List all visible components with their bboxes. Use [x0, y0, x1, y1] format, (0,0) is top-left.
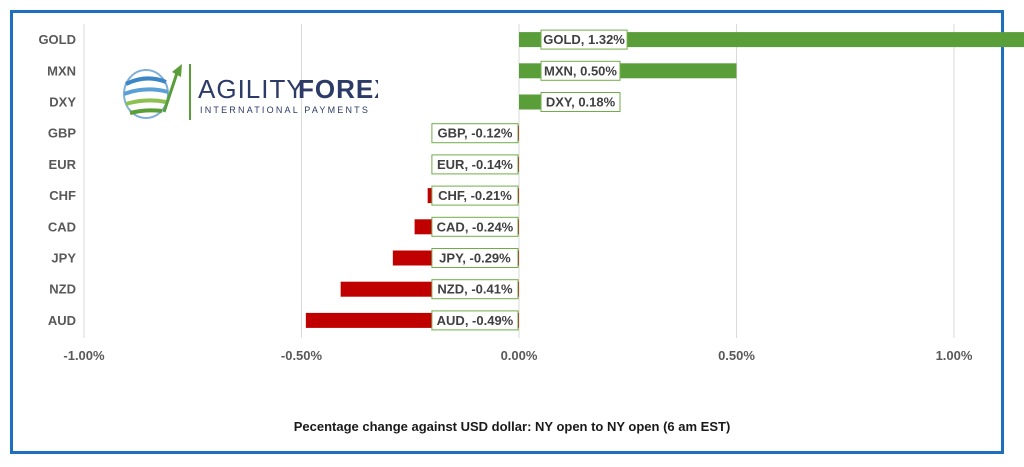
category-label: JPY [51, 251, 76, 266]
data-label: GOLD, 1.32% [543, 32, 625, 47]
category-label: CAD [48, 219, 76, 234]
category-label: GOLD [38, 32, 76, 47]
globe-arrow-icon [123, 64, 182, 119]
data-label: EUR, -0.14% [437, 157, 513, 172]
chart-caption: Pecentage change against USD dollar: NY … [293, 419, 731, 434]
category-label: CHF [49, 188, 76, 203]
x-tick-label: 0.00% [501, 348, 538, 363]
category-label: GBP [48, 126, 77, 141]
x-tick-label: 1.00% [936, 348, 973, 363]
x-tick-label: -1.00% [63, 348, 105, 363]
data-label: CHF, -0.21% [438, 188, 512, 203]
data-label: GBP, -0.12% [437, 126, 512, 141]
chart-frame [10, 10, 1004, 454]
category-label: MXN [47, 63, 76, 78]
category-label: AUD [48, 313, 76, 328]
data-label-box [540, 60, 621, 81]
data-label-box [431, 216, 519, 237]
category-label: NZD [49, 282, 76, 297]
data-label: MXN, 0.50% [544, 63, 617, 78]
data-label-box [431, 185, 519, 206]
logo-word-agility: AGILITY [198, 74, 305, 104]
agility-forex-logo: AGILITY FOREX INTERNATIONAL PAYMENTS [118, 60, 392, 124]
data-label-box [431, 248, 519, 268]
category-label: EUR [49, 157, 77, 172]
data-label: JPY, -0.29% [439, 251, 511, 266]
data-label-box [431, 123, 519, 144]
bar [519, 32, 1024, 48]
x-tick-label: 0.50% [718, 348, 755, 363]
data-label-box [540, 29, 628, 50]
logo-subtitle: INTERNATIONAL PAYMENTS [200, 105, 370, 115]
data-label: DXY, 0.18% [546, 95, 616, 110]
data-label-box [431, 279, 519, 300]
logo-word-forex: FOREX [298, 74, 378, 104]
data-label: AUD, -0.49% [437, 313, 514, 328]
data-label: NZD, -0.41% [437, 282, 513, 297]
category-label: DXY [49, 95, 76, 110]
data-label-box [431, 310, 519, 331]
data-label-box [431, 154, 519, 175]
data-label-box [540, 92, 621, 112]
data-label: CAD, -0.24% [437, 219, 514, 234]
x-tick-label: -0.50% [281, 348, 323, 363]
